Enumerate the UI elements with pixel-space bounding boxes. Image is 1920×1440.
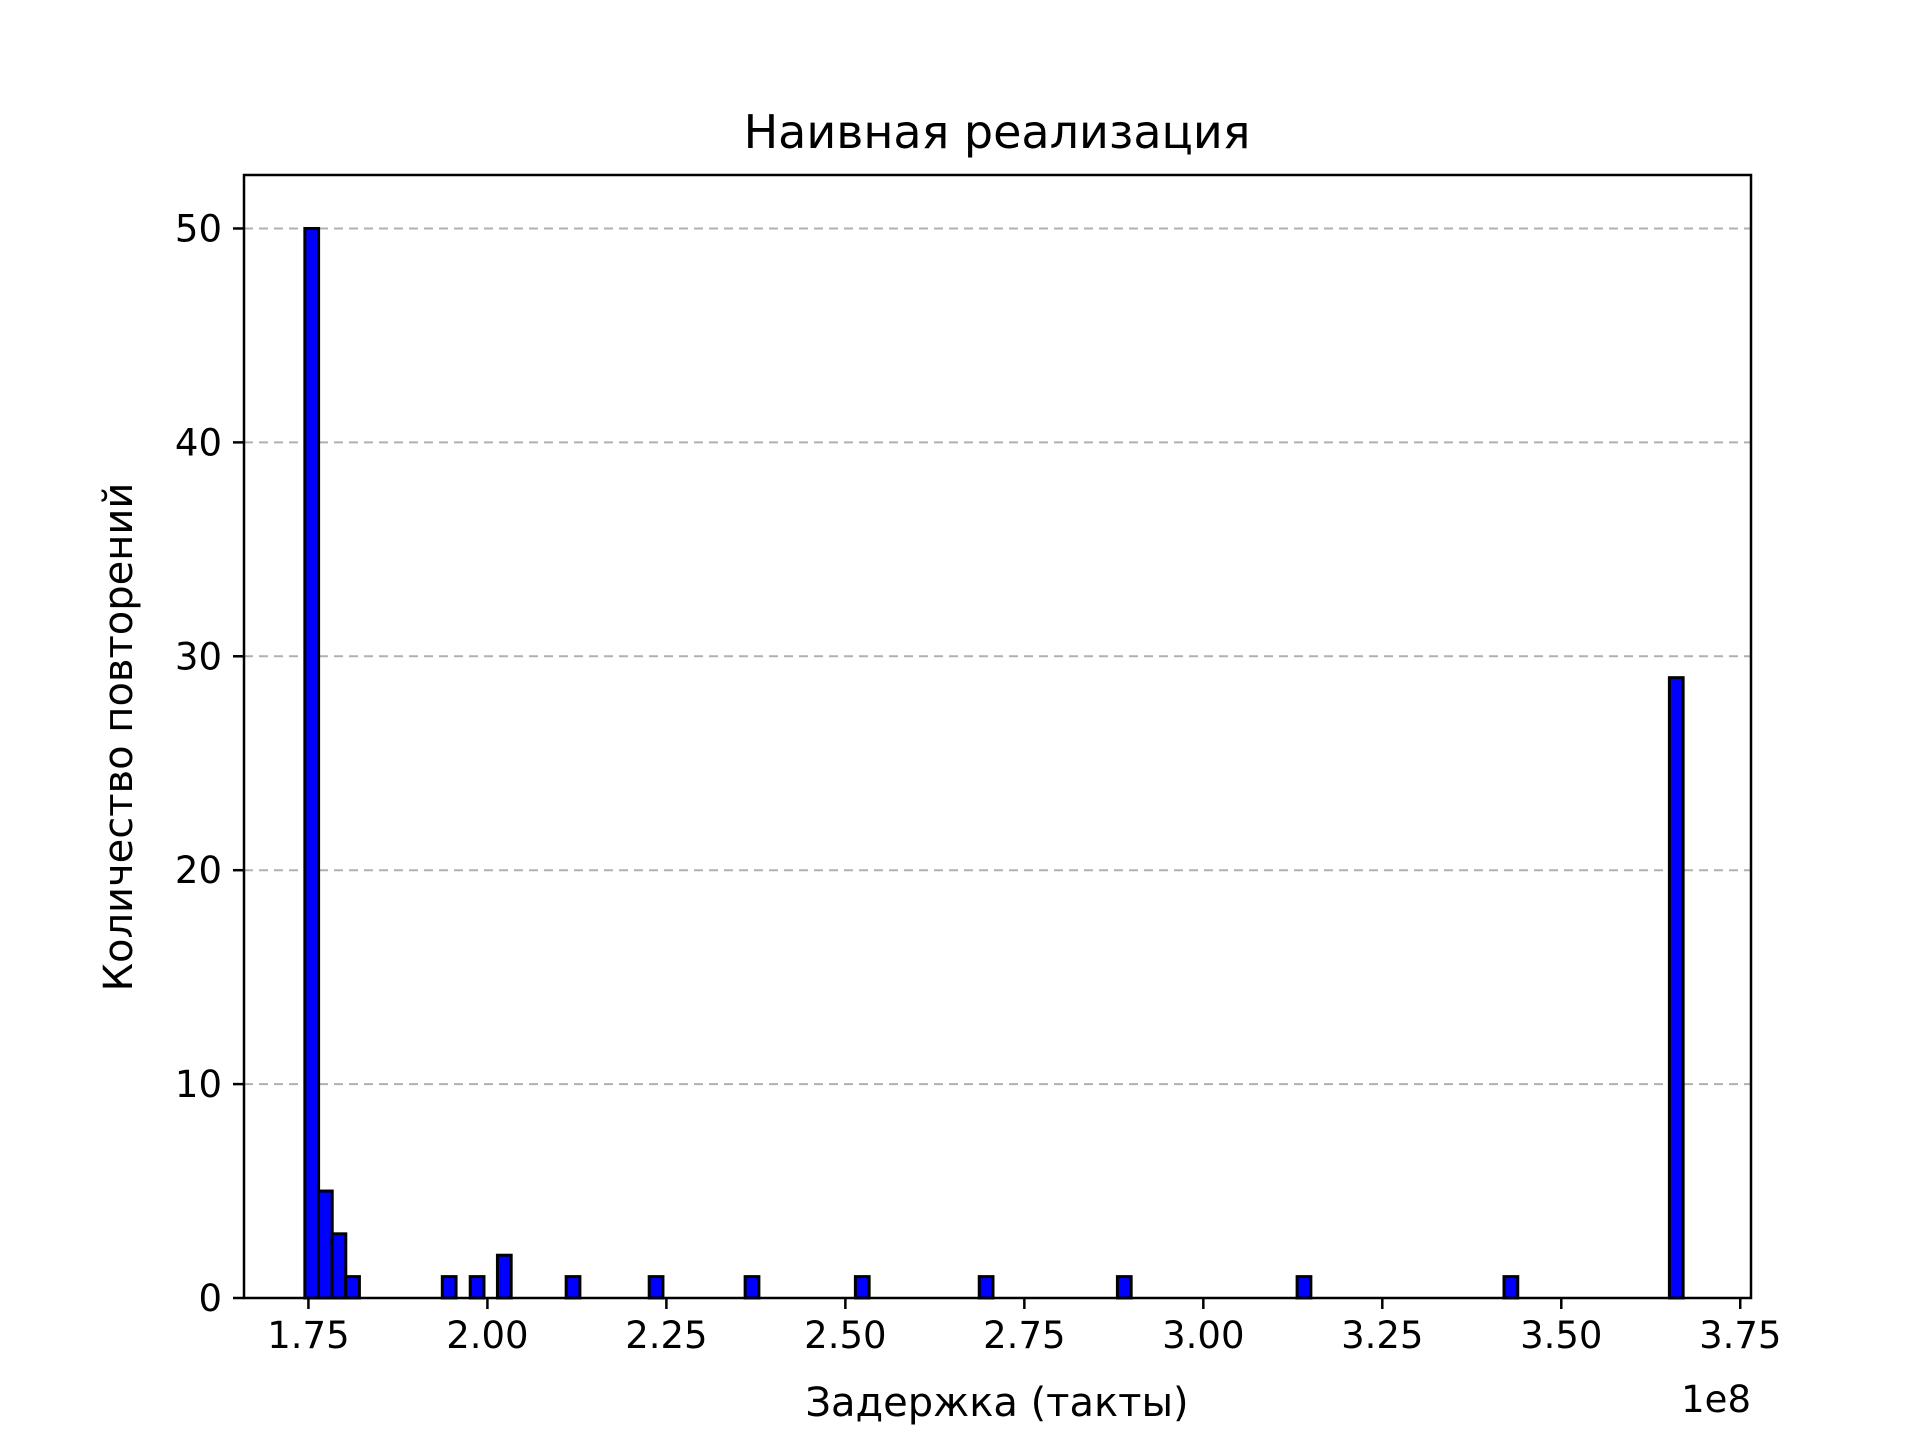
x-tick-label-3: 2.50: [804, 1314, 886, 1357]
histogram-bar-15: [1667, 676, 1685, 1300]
histogram-bar-1: [316, 1189, 334, 1300]
x-axis-offset-label: 1e8: [1681, 1378, 1751, 1421]
histogram-bar-8: [647, 1275, 665, 1300]
y-tick-label-3: 30: [175, 635, 222, 678]
histogram-bar-4: [440, 1275, 458, 1300]
histogram-bar-6: [495, 1253, 513, 1300]
x-tick-label-5: 3.00: [1162, 1314, 1244, 1357]
histogram-bar-13: [1295, 1275, 1313, 1300]
y-tick-label-4: 40: [175, 421, 222, 464]
y-tick-label-5: 50: [175, 207, 222, 250]
histogram-bar-12: [1115, 1275, 1133, 1300]
x-tick-label-8: 3.75: [1699, 1314, 1781, 1357]
grid-layer: [244, 227, 1751, 1086]
plot-frame: [242, 173, 1753, 1300]
y-tick-label-0: 0: [198, 1277, 222, 1320]
histogram-bar-3: [344, 1275, 361, 1300]
x-tick-label-4: 2.75: [983, 1314, 1065, 1357]
y-tick-label-2: 20: [175, 849, 222, 892]
histogram-bar-0: [303, 226, 321, 1300]
bars-layer: [303, 226, 1685, 1300]
y-axis-ticks: 0 10 20 30 40 50: [175, 207, 244, 1320]
x-tick-label-7: 3.50: [1520, 1314, 1602, 1357]
x-tick-label-1: 2.00: [446, 1314, 528, 1357]
x-axis-label: Задержка (такты): [805, 1380, 1188, 1426]
histogram-bar-5: [468, 1275, 486, 1300]
x-tick-label-0: 1.75: [267, 1314, 349, 1357]
y-tick-label-1: 10: [175, 1063, 222, 1106]
x-tick-label-6: 3.25: [1341, 1314, 1423, 1357]
histogram-bar-9: [743, 1275, 761, 1300]
y-axis-label: Количество повторений: [96, 483, 142, 992]
histogram-bar-2: [330, 1232, 348, 1300]
histogram-bar-11: [977, 1275, 995, 1300]
x-tick-label-2: 2.25: [625, 1314, 707, 1357]
chart-title: Наивная реализация: [744, 105, 1251, 159]
histogram-bar-7: [564, 1275, 582, 1300]
x-axis-ticks: 1.75 2.00 2.25 2.50 2.75 3.00 3.25 3.50 3.75: [267, 1298, 1781, 1357]
histogram-bar-10: [853, 1275, 871, 1300]
histogram-bar-14: [1502, 1275, 1520, 1300]
